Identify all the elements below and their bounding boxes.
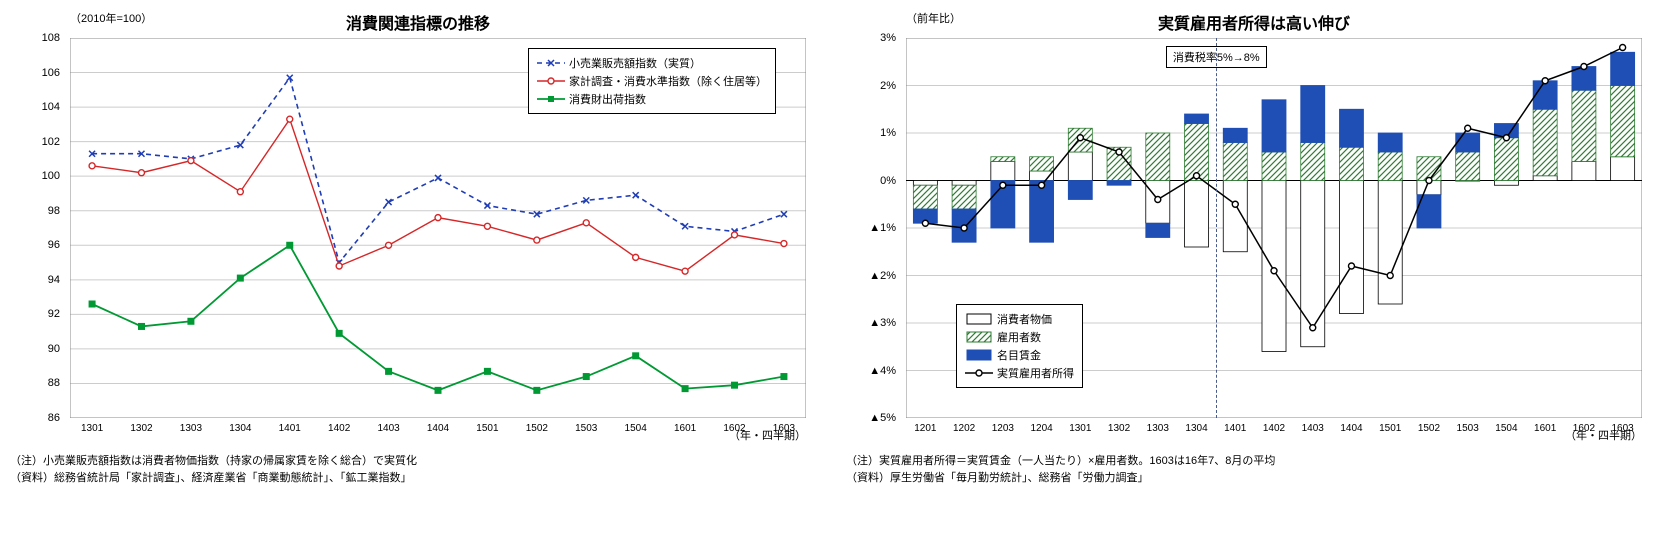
legend-item: 小売業販売額指数（実質）	[537, 55, 767, 71]
right-x-axis-label: （年・四半期）	[1565, 427, 1642, 443]
left-x-axis: 1301130213031304140114021403140415011502…	[70, 423, 806, 443]
left-x-axis-label: （年・四半期）	[729, 427, 806, 443]
left-y-axis: 86889092949698100102104106108	[25, 38, 65, 418]
legend-item: 実質雇用者所得	[965, 365, 1074, 381]
right-footnote-2: （資料）厚生労働省「毎月勤労統計」、総務省「労働力調査」	[846, 470, 1662, 487]
right-legend: 消費者物価雇用者数名目賃金実質雇用者所得	[956, 304, 1083, 388]
left-legend: 小売業販売額指数（実質） 家計調査・消費水準指数（除く住居等） 消費財出荷指数	[528, 48, 776, 114]
legend-item: 名目賃金	[965, 347, 1074, 363]
right-plot-area: ▲5%▲4%▲3%▲2%▲1%0%1%2%3% 1201120212031204…	[906, 38, 1642, 418]
legend-item: 家計調査・消費水準指数（除く住居等）	[537, 73, 767, 89]
left-plot-area: 86889092949698100102104106108 1301130213…	[70, 38, 806, 418]
left-footnotes: （注）小売業販売額指数は消費者物価指数（持家の帰属家賃を除く総合）で実質化 （資…	[10, 453, 826, 486]
right-chart-title: 実質雇用者所得は高い伸び	[846, 10, 1662, 34]
left-chart-subtitle: （2010年=100）	[70, 10, 152, 26]
right-chart-panel: （前年比） 実質雇用者所得は高い伸び ▲5%▲4%▲3%▲2%▲1%0%1%2%…	[846, 10, 1662, 486]
left-chart-panel: （2010年=100） 消費関連指標の推移 868890929496981001…	[10, 10, 826, 486]
left-footnote-2: （資料）総務省統計局「家計調査」、経済産業省「商業動態統計」、「鉱工業指数」	[10, 470, 826, 487]
tax-vline	[1216, 38, 1217, 418]
right-footnotes: （注）実質雇用者所得＝実質賃金（一人当たり）×雇用者数。1603は16年7、8月…	[846, 453, 1662, 486]
right-x-axis: 1201120212031204130113021303130414011402…	[906, 423, 1642, 443]
legend-item: 消費財出荷指数	[537, 91, 767, 107]
right-chart-subtitle: （前年比）	[906, 10, 961, 26]
left-footnote-1: （注）小売業販売額指数は消費者物価指数（持家の帰属家賃を除く総合）で実質化	[10, 453, 826, 470]
right-y-axis: ▲5%▲4%▲3%▲2%▲1%0%1%2%3%	[861, 38, 901, 418]
right-footnote-1: （注）実質雇用者所得＝実質賃金（一人当たり）×雇用者数。1603は16年7、8月…	[846, 453, 1662, 470]
legend-item: 雇用者数	[965, 329, 1074, 345]
legend-item: 消費者物価	[965, 311, 1074, 327]
